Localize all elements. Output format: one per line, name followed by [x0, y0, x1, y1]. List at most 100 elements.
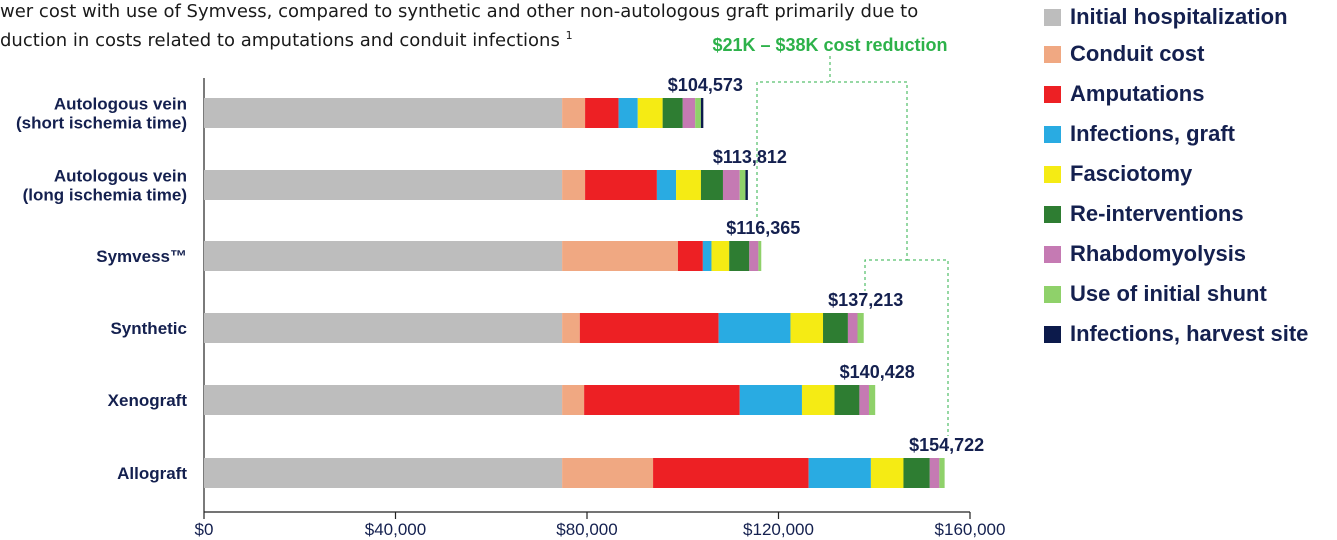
bar-segment-re-interventions	[662, 98, 683, 128]
bar-segment-infections-graft	[739, 385, 802, 415]
legend-item-conduit-cost: Conduit cost	[1044, 34, 1334, 74]
legend-label: Amputations	[1070, 81, 1205, 106]
bar-segment-fasciotomy	[801, 385, 835, 415]
bar-segment-re-interventions	[903, 458, 930, 488]
bar-segment-infections-harvest-site	[745, 170, 748, 200]
bar-total-label: $137,213	[828, 290, 903, 310]
bar-segment-amputations	[677, 241, 703, 271]
legend-item-infections-harvest-site: Infections, harvest site	[1044, 314, 1334, 354]
bar-segment-initial-hospitalization	[204, 458, 563, 488]
bar-segment-rhabdomyolysis	[847, 313, 858, 343]
category-label: Symvess™	[96, 247, 187, 266]
bar-segment-rhabdomyolysis	[859, 385, 869, 415]
bar-segment-initial-hospitalization	[204, 385, 563, 415]
bar-segment-initial-hospitalization	[204, 98, 563, 128]
bar-segment-amputations	[653, 458, 809, 488]
category-label: (short ischemia time)	[16, 114, 187, 133]
legend-item-re-interventions: Re-interventions	[1044, 194, 1334, 234]
legend-label: Conduit cost	[1070, 41, 1205, 66]
bar-segment-fasciotomy	[676, 170, 701, 200]
bar-segment-rhabdomyolysis	[749, 241, 759, 271]
category-label: Xenograft	[108, 391, 188, 410]
bar-segment-infections-graft	[718, 313, 791, 343]
bar-segment-conduit-cost	[562, 241, 678, 271]
legend-label: Use of initial shunt	[1070, 281, 1267, 306]
chart-subtitle: wer cost with use of Symvess, compared t…	[0, 0, 1010, 53]
legend-swatch	[1044, 125, 1061, 143]
bar-segment-amputations	[584, 385, 740, 415]
bar-segment-rhabdomyolysis	[929, 458, 940, 488]
subtitle-line-1: wer cost with use of Symvess, compared t…	[0, 1, 919, 22]
bar-segment-re-interventions	[834, 385, 860, 415]
bar-segment-initial-hospitalization	[204, 170, 563, 200]
bar-segment-amputations	[585, 98, 619, 128]
legend-swatch	[1044, 245, 1061, 263]
legend-swatch	[1044, 85, 1061, 103]
legend-swatch	[1044, 45, 1061, 63]
subtitle-line-2-text: duction in costs related to amputations …	[0, 30, 560, 51]
bar-segment-use-of-initial-shunt	[758, 241, 762, 271]
legend-label: Re-interventions	[1070, 201, 1244, 226]
bar-total-label: $113,812	[713, 147, 787, 167]
bar-total-label: $116,365	[726, 218, 800, 238]
bar-segment-infections-graft	[656, 170, 677, 200]
bar-segment-infections-graft	[618, 98, 638, 128]
bar-segment-infections-graft	[808, 458, 871, 488]
legend-label: Infections, graft	[1070, 121, 1236, 146]
bar-segment-infections-harvest-site	[700, 98, 704, 128]
category-label: (long ischemia time)	[23, 186, 187, 205]
chart-legend: Initial hospitalization Conduit cost Amput…	[1044, 0, 1334, 354]
bar-total-label: $154,722	[909, 435, 984, 455]
bar-segment-initial-hospitalization	[204, 313, 563, 343]
category-label: Allograft	[117, 464, 187, 483]
legend-swatch	[1044, 205, 1061, 223]
bar-segment-conduit-cost	[562, 385, 585, 415]
bar-segment-fasciotomy	[790, 313, 824, 343]
legend-item-use-of-initial-shunt: Use of initial shunt	[1044, 274, 1334, 314]
subtitle-line-2: duction in costs related to amputations …	[0, 24, 1010, 53]
annotation-bracket-synthetic	[756, 81, 908, 291]
bar-total-label: $140,428	[840, 362, 915, 382]
stacked-bar-chart: $0 $40,000 $80,000 $120,000 $160,000 $104,573…	[16, 35, 1006, 539]
legend-swatch	[1044, 165, 1061, 183]
bar-segment-conduit-cost	[562, 458, 654, 488]
footnote-marker: 1	[565, 29, 573, 42]
legend-swatch	[1044, 325, 1061, 343]
legend-item-initial-hospitalization: Initial hospitalization	[1044, 0, 1334, 34]
category-label: Autologous vein	[54, 95, 187, 114]
bar-segment-amputations	[579, 313, 719, 343]
legend-item-rhabdomyolysis: Rhabdomyolysis	[1044, 234, 1334, 274]
legend-item-amputations: Amputations	[1044, 74, 1334, 114]
bar-segment-re-interventions	[729, 241, 750, 271]
x-tick-label: $0	[195, 520, 214, 539]
bar-segment-initial-hospitalization	[204, 241, 563, 271]
bar-segment-conduit-cost	[562, 313, 580, 343]
category-label: Synthetic	[110, 319, 187, 338]
annotation-text: $21K – $38K cost reduction	[712, 35, 947, 55]
x-tick-label: $40,000	[365, 520, 426, 539]
legend-swatch	[1044, 285, 1061, 303]
bar-total-label: $104,573	[668, 75, 743, 95]
annotation-bracket-allograft	[907, 259, 949, 436]
legend-item-fasciotomy: Fasciotomy	[1044, 154, 1334, 194]
category-label: Autologous vein	[54, 167, 187, 186]
bar-segment-re-interventions	[700, 170, 723, 200]
bar-segment-rhabdomyolysis	[722, 170, 740, 200]
x-tick-label: $80,000	[556, 520, 617, 539]
bar-segment-fasciotomy	[870, 458, 904, 488]
bar-segment-use-of-initial-shunt	[857, 313, 864, 343]
legend-item-infections-graft: Infections, graft	[1044, 114, 1334, 154]
bar-segment-infections-graft	[702, 241, 712, 271]
bar-segment-fasciotomy	[711, 241, 730, 271]
bar-segment-use-of-initial-shunt	[739, 170, 746, 200]
legend-swatch	[1044, 8, 1061, 26]
bar-segment-conduit-cost	[562, 170, 586, 200]
bar-segment-fasciotomy	[637, 98, 663, 128]
bar-segment-rhabdomyolysis	[682, 98, 696, 128]
bar-segment-use-of-initial-shunt	[695, 98, 701, 128]
x-tick-label: $160,000	[935, 520, 1006, 539]
legend-label: Infections, harvest site	[1070, 321, 1309, 346]
legend-label: Fasciotomy	[1070, 161, 1193, 186]
bar-segment-use-of-initial-shunt	[939, 458, 945, 488]
x-tick-label: $120,000	[743, 520, 814, 539]
